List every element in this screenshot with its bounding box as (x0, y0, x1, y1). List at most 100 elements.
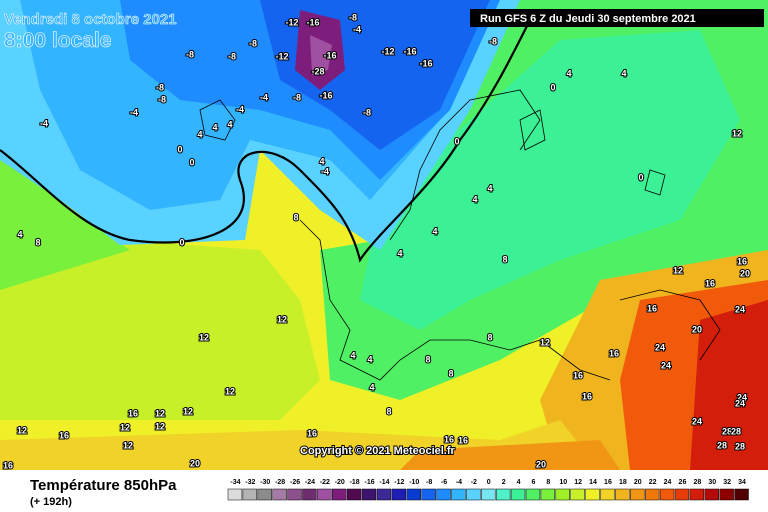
legend-label: -18 (350, 479, 360, 486)
legend-swatch (242, 488, 258, 501)
contour-label: 8 (386, 406, 391, 416)
contour-label: 20 (190, 458, 200, 468)
contour-label: -8 (293, 92, 301, 102)
copyright: Copyright © 2021 Meteociel.fr (300, 445, 456, 457)
legend-label: -10 (409, 479, 419, 486)
contour-label: -8 (363, 107, 371, 117)
contour-label: 24 (737, 392, 747, 402)
contour-label: -8 (228, 51, 236, 61)
contour-label: 8 (502, 254, 507, 264)
legend-label: 30 (708, 479, 716, 486)
legend-swatch (615, 488, 630, 501)
legend-swatch (466, 488, 481, 501)
contour-label: 12 (732, 128, 742, 138)
legend-swatch (659, 488, 675, 501)
contour-label: -8 (156, 82, 164, 92)
contour-label: 16 (128, 408, 138, 418)
contour-label: 28 (717, 440, 727, 450)
contour-label: -16 (323, 50, 336, 60)
legend-swatch (734, 488, 749, 501)
legend-label: 2 (502, 479, 506, 486)
legend-label: 8 (546, 479, 550, 486)
legend-label: -30 (260, 479, 270, 486)
legend-label: -24 (305, 479, 315, 486)
legend-swatch (376, 488, 392, 501)
footer-title: Température 850hPa (30, 477, 177, 494)
contour-label: 4 (566, 68, 571, 78)
contour-label: 16 (609, 348, 619, 358)
contour-label: 4 (369, 382, 374, 392)
legend-swatch (525, 488, 541, 501)
legend-swatch (570, 488, 585, 501)
legend-swatch (674, 488, 690, 501)
legend-label: 26 (679, 479, 687, 486)
legend-swatch (510, 488, 526, 501)
contour-label: 16 (458, 435, 468, 445)
contour-label: 12 (155, 408, 165, 418)
contour-label: 12 (673, 265, 683, 275)
contour-label: 12 (123, 440, 133, 450)
contour-label: 24 (735, 304, 745, 314)
legend-label: 4 (517, 479, 521, 486)
map-background (0, 0, 768, 470)
contour-label: 4 (432, 226, 437, 236)
contour-label: 0 (550, 82, 555, 92)
legend-swatch (436, 488, 451, 501)
contour-label: 28 (731, 426, 741, 436)
legend-label: -32 (245, 479, 255, 486)
contour-label: 0 (177, 144, 182, 154)
legend-label: 0 (487, 479, 491, 486)
contour-label: -4 (236, 104, 244, 114)
contour-label: -16 (419, 58, 432, 68)
contour-label: 0 (454, 136, 459, 146)
contour-label: 0 (189, 157, 194, 167)
local-time: 8:00 locale (4, 29, 111, 52)
legend-label: 16 (604, 479, 612, 486)
legend-swatch (346, 488, 362, 501)
contour-label: 12 (277, 314, 287, 324)
contour-label: 0 (179, 237, 184, 247)
contour-label: 16 (737, 256, 747, 266)
legend-label: 18 (619, 479, 627, 486)
contour-label: 16 (647, 303, 657, 313)
legend-label: -34 (230, 479, 240, 486)
contour-label: 20 (692, 324, 702, 334)
legend-swatch (421, 488, 436, 501)
legend-label: 10 (559, 479, 567, 486)
contour-label: 12 (199, 332, 209, 342)
contour-label: -4 (40, 118, 48, 128)
contour-label: -16 (319, 90, 332, 100)
legend-swatch (227, 488, 243, 501)
contour-label: 8 (487, 332, 492, 342)
run-box (470, 9, 764, 27)
contour-label: -8 (186, 49, 194, 59)
contour-label: -16 (403, 46, 416, 56)
legend-swatch (585, 488, 600, 501)
date-title: Vendredi 8 octobre 2021 (4, 11, 177, 28)
contour-label: 12 (183, 406, 193, 416)
legend-label: -14 (379, 479, 389, 486)
legend-label: 14 (589, 479, 597, 486)
contour-label: 16 (582, 391, 592, 401)
contour-label: 16 (3, 460, 13, 470)
coastlines (199, 89, 721, 381)
legend-label: 28 (693, 479, 701, 486)
legend-label: -20 (335, 479, 345, 486)
contour-label: -16 (306, 17, 319, 27)
contour-label: 4 (621, 68, 626, 78)
contour-label: -12 (275, 51, 288, 61)
legend-label: 20 (634, 479, 642, 486)
legend-label: -26 (290, 479, 300, 486)
contour-label: -8 (349, 12, 357, 22)
contour-label: 4 (350, 350, 355, 360)
legend-swatch (391, 488, 407, 501)
contour-label: 8 (425, 354, 430, 364)
color-legend: -34 -32 -30 -28 -26 -24 -22 -20 -18 -16 -14 -12 -10-… (227, 479, 749, 501)
legend-swatch (540, 488, 556, 501)
contour-label: 4 (472, 194, 477, 204)
contour-label: 0 (638, 172, 643, 182)
contour-label: -4 (130, 107, 138, 117)
legend-swatch (719, 488, 734, 501)
legend-swatch (272, 488, 287, 501)
